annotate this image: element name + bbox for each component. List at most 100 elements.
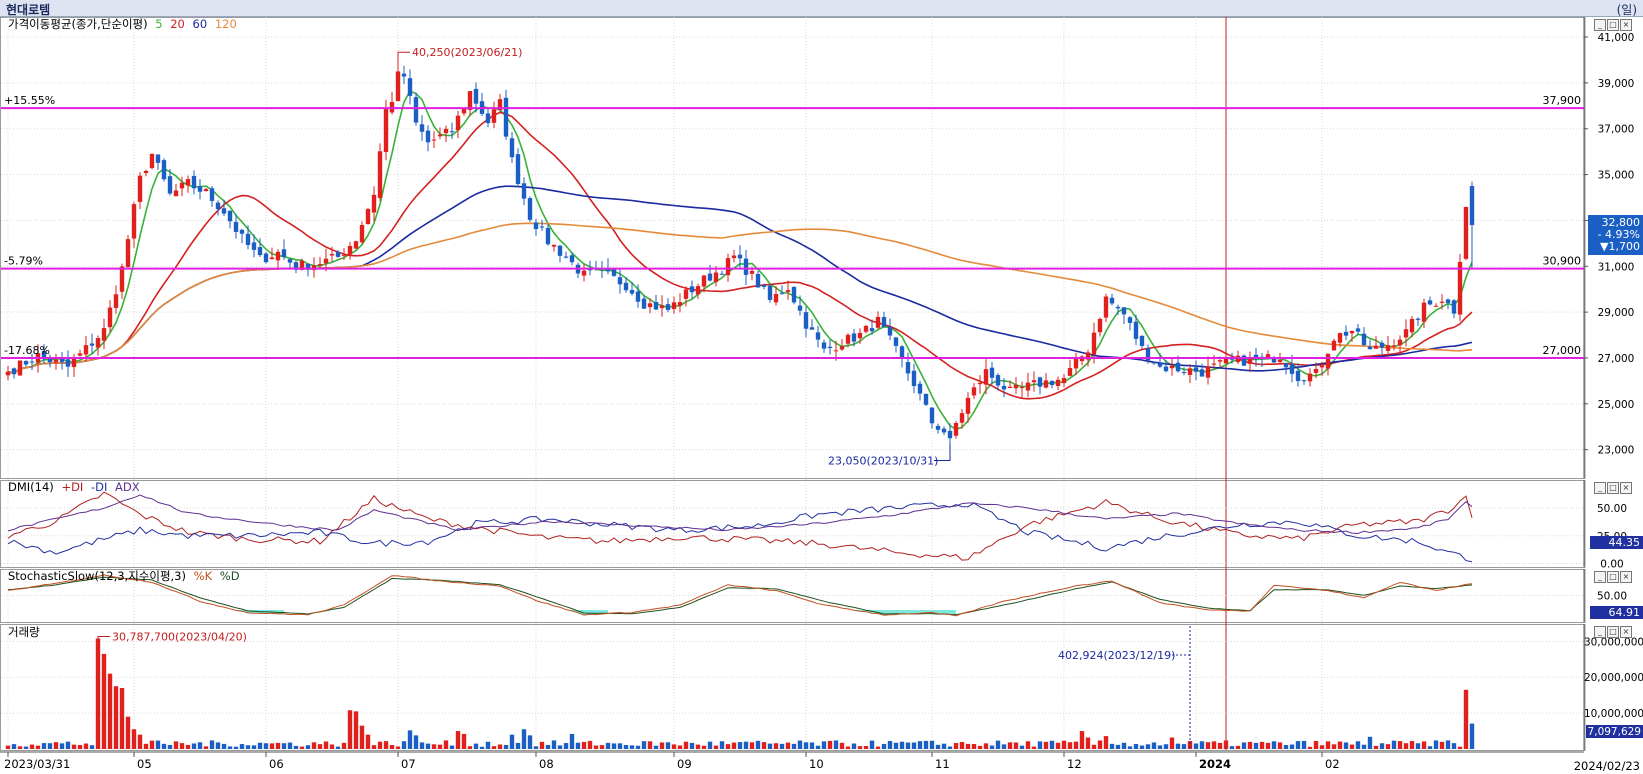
volume-bar (863, 746, 869, 749)
dmi-tick-label: 0.00 (1600, 559, 1623, 571)
chart-annotations (97, 51, 1191, 750)
candle-body (701, 275, 707, 287)
candle-body (1241, 355, 1247, 366)
candle-body (905, 362, 911, 374)
candle-body (1367, 346, 1373, 350)
volume-bar (803, 742, 809, 749)
volume-tick-label: 30,000,000 (1584, 636, 1643, 648)
candle-body (893, 337, 899, 346)
volume-bar (167, 744, 173, 749)
last-change-pct: - 4.93% (1598, 228, 1640, 241)
volume-bar (557, 745, 563, 749)
volume-bar (377, 741, 383, 749)
volume-bar (197, 742, 203, 749)
volume-bar (1049, 740, 1055, 749)
candle-body (239, 229, 245, 234)
stoch-panel-close-button[interactable]: × (1620, 571, 1632, 583)
volume-panel-maximize-button[interactable]: □ (1607, 626, 1619, 638)
low-leader-line (934, 444, 951, 462)
candle-body (1427, 300, 1433, 305)
x-tick-label: 02 (1325, 757, 1340, 771)
volume-bar (755, 740, 761, 749)
candle-body (281, 249, 287, 258)
price-tick-label: 25,000 (1598, 399, 1635, 411)
volume-bar (893, 742, 899, 749)
volume-panel-minimize-button[interactable]: _ (1594, 626, 1606, 638)
volume-bar (821, 741, 827, 749)
price-tick-label: 39,000 (1598, 78, 1635, 90)
candle-body (89, 343, 95, 346)
candle-body (305, 263, 311, 270)
candle-body (419, 124, 425, 132)
candle-body (1391, 345, 1397, 347)
volume-bar (191, 743, 197, 749)
volume-bar (1379, 743, 1385, 749)
volume-bar (401, 741, 407, 749)
candle-body (269, 257, 275, 260)
candle-body (1457, 261, 1463, 315)
candle-body (197, 186, 203, 192)
candle-body (77, 353, 83, 356)
volume-bar (851, 743, 857, 749)
volume-bar (113, 686, 119, 749)
candle-body (719, 273, 725, 275)
panel-border (0, 624, 1586, 751)
panel-frames (0, 17, 1586, 753)
volume-bar (1439, 741, 1445, 749)
volume-bar (845, 746, 851, 749)
volume-bar (881, 743, 887, 749)
volume-bar (593, 745, 599, 749)
indicator-lines (7, 491, 1473, 617)
stoch-panel-minimize-button[interactable]: _ (1594, 571, 1606, 583)
volume-bar (65, 741, 71, 749)
x-tick-label: 11 (935, 757, 950, 771)
candle-body (641, 298, 647, 309)
volume-bar (623, 744, 629, 749)
high-leader-line (397, 51, 410, 59)
volume-low-annotation: 402,924(2023/12/19) (1058, 649, 1175, 662)
volume-bar (797, 740, 803, 749)
candle-body (407, 78, 413, 96)
stoch-panel-maximize-button[interactable]: □ (1607, 571, 1619, 583)
candle-body (425, 130, 431, 143)
candle-body (1037, 377, 1043, 387)
volume-bar (257, 742, 263, 749)
volume-bar (1223, 740, 1229, 749)
candle-body (683, 289, 689, 299)
candle-body (29, 361, 35, 363)
volume-bar (269, 743, 275, 749)
volume-bar (989, 745, 995, 749)
volume-panel-close-button[interactable]: × (1620, 626, 1632, 638)
volume-bar (1199, 741, 1205, 749)
candle-body (413, 97, 419, 123)
volume-bar (305, 745, 311, 749)
volume-bar (413, 735, 419, 749)
dmi-panel-maximize-button[interactable]: □ (1607, 482, 1619, 494)
panel-border (0, 17, 1586, 479)
candle-body (431, 139, 437, 141)
price-panel-minimize-button[interactable]: _ (1594, 19, 1606, 31)
candle-body (887, 326, 893, 336)
dmi-panel-minimize-button[interactable]: _ (1594, 482, 1606, 494)
dmi-panel-close-button[interactable]: × (1620, 482, 1632, 494)
volume-bar (1133, 744, 1139, 749)
price-panel-close-button[interactable]: × (1620, 19, 1632, 31)
volume-bar (1067, 742, 1073, 749)
volume-bar (563, 743, 569, 749)
volume-bar (1025, 741, 1031, 749)
volume-bar (161, 743, 167, 749)
volume-bar (227, 746, 233, 749)
candle-body (1061, 377, 1067, 384)
volume-bar (581, 741, 587, 749)
candle-body (71, 358, 77, 368)
candle-body (839, 346, 845, 350)
volume-bar (143, 743, 149, 749)
candle-body (959, 413, 965, 423)
candle-body (1469, 186, 1475, 226)
volume-bar (971, 744, 977, 749)
legend-stoch-d: %D (220, 569, 240, 583)
price-panel-maximize-button[interactable]: □ (1607, 19, 1619, 31)
candle-body (53, 359, 59, 363)
candle-body (659, 305, 665, 309)
